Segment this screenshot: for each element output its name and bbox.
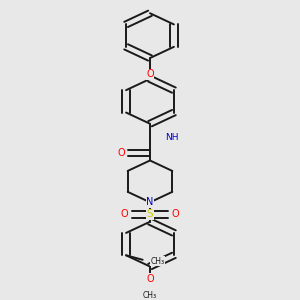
Text: O: O: [146, 274, 154, 284]
Text: NH: NH: [166, 133, 179, 142]
Text: CH₃: CH₃: [143, 291, 157, 300]
Text: S: S: [147, 209, 153, 219]
Text: CH₃: CH₃: [151, 257, 165, 266]
Text: O: O: [120, 209, 128, 219]
Text: N: N: [146, 197, 154, 207]
Text: O: O: [146, 70, 154, 80]
Text: O: O: [118, 148, 125, 158]
Text: O: O: [172, 209, 180, 219]
